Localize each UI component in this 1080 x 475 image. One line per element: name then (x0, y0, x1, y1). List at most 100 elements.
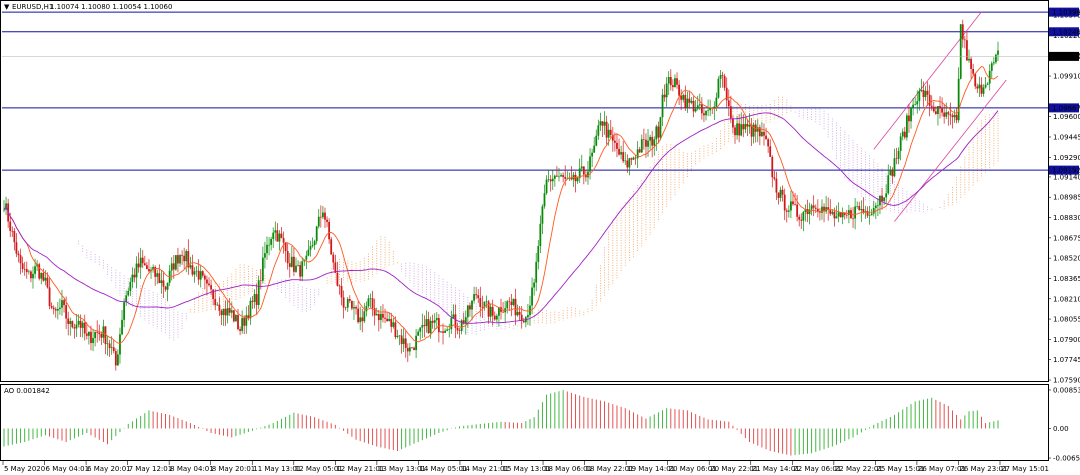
candle (108, 339, 111, 357)
candle-body (458, 330, 461, 332)
candle (924, 85, 927, 101)
candle (582, 166, 585, 185)
candle (365, 301, 368, 317)
candle-body (930, 105, 933, 107)
candle (156, 269, 159, 285)
candle (172, 255, 175, 279)
candle-body (317, 216, 320, 227)
candle (686, 91, 689, 113)
candle (510, 294, 513, 317)
candle-body (452, 314, 455, 319)
candle (980, 77, 983, 97)
candle-body (394, 322, 397, 338)
candle-body (580, 166, 583, 169)
candle (485, 295, 488, 309)
candle-body (369, 298, 372, 299)
candle-body (222, 308, 225, 316)
candle (199, 264, 202, 288)
candle-body (183, 255, 186, 262)
candle-body (400, 335, 403, 345)
candle-body (642, 139, 645, 140)
candle (415, 328, 417, 358)
candle-body (827, 207, 830, 210)
candle-body (423, 325, 426, 327)
candle (69, 317, 72, 336)
candle-body (288, 263, 291, 267)
candle-body (384, 317, 386, 319)
candle (508, 297, 511, 311)
candle (903, 126, 906, 140)
candle-body (437, 318, 440, 333)
candle (808, 202, 811, 225)
time-tick-label: 6 May 20:01 (87, 465, 131, 473)
candle (653, 136, 656, 156)
candle-body (46, 277, 49, 288)
candle (179, 254, 181, 267)
candle (893, 148, 896, 178)
ao-panel[interactable] (0, 384, 1049, 461)
candle-body (106, 343, 109, 345)
candle (71, 320, 74, 329)
candle-body (274, 230, 277, 233)
time-tick-label: 11 May 13:01 (253, 465, 301, 473)
candle-body (808, 209, 811, 215)
candle-body (326, 219, 328, 222)
candle (775, 171, 778, 201)
candle (767, 137, 770, 153)
candle (665, 77, 668, 107)
candle-body (545, 179, 548, 194)
candle (145, 261, 148, 270)
time-tick-label: 18 May 06:01 (544, 465, 592, 473)
candle (110, 336, 113, 355)
candle-body (228, 308, 231, 313)
candle (116, 349, 119, 366)
candle (657, 121, 660, 144)
candle (624, 151, 627, 165)
candle (123, 298, 126, 328)
candle-body (98, 332, 101, 335)
candle-body (700, 104, 703, 114)
candle-body (11, 230, 14, 232)
candle-body (332, 254, 335, 263)
candle-body (421, 325, 424, 328)
candle-body (978, 84, 981, 89)
candle-body (881, 195, 883, 202)
candle-body (9, 221, 12, 231)
time-tick-label: 13 May 13:01 (378, 465, 426, 473)
candle (551, 170, 554, 191)
candle-body (355, 307, 357, 309)
current-price-label: 1.10060 (1052, 53, 1080, 61)
candle-body (251, 300, 254, 302)
candle-body (102, 326, 105, 338)
candle (721, 71, 724, 88)
candle (932, 101, 935, 113)
candle (272, 227, 275, 249)
candle-body (311, 245, 314, 247)
time-tick-label: 27 May 15:01 (1001, 465, 1049, 473)
candle-body (342, 297, 345, 308)
candle-body (533, 282, 536, 288)
candle-body (13, 230, 16, 243)
candle (599, 112, 602, 132)
candle (421, 313, 424, 339)
price-panel[interactable] (0, 0, 1049, 382)
candle (609, 120, 612, 139)
candle-body (353, 307, 355, 309)
candle (696, 95, 699, 111)
candle-body (475, 294, 478, 296)
candle-body (982, 87, 985, 94)
candle-body (984, 84, 987, 88)
candle (346, 297, 349, 312)
candle (119, 327, 121, 364)
candle (636, 141, 639, 169)
candle (255, 283, 258, 316)
candle (448, 323, 451, 338)
candle-body (340, 286, 343, 298)
candle (48, 277, 51, 310)
candle (843, 212, 846, 220)
hline-price-badge (1049, 27, 1079, 37)
candle-body (742, 124, 745, 130)
candle-body (905, 115, 908, 138)
candle (794, 192, 796, 206)
